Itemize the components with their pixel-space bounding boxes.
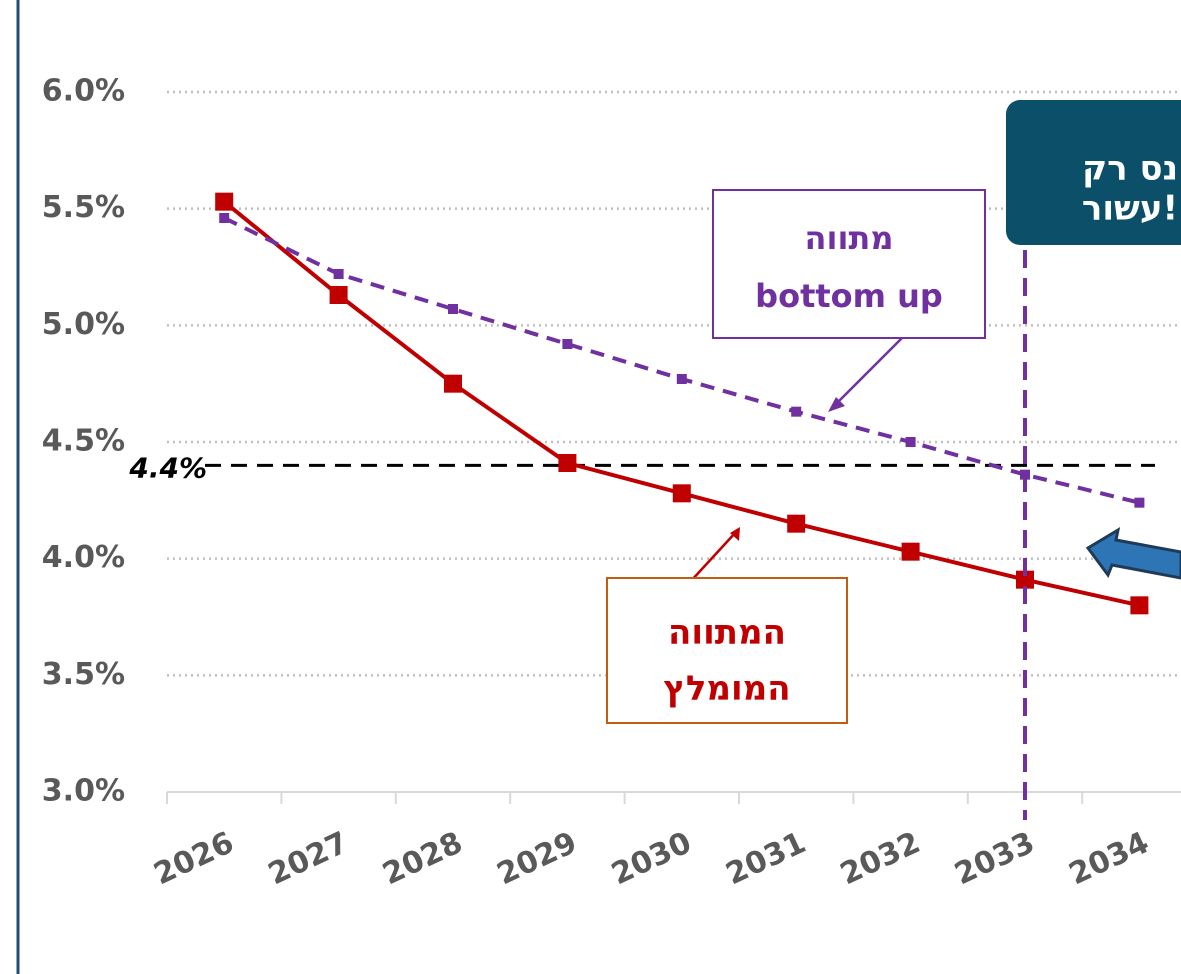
- callout-text: נס רק: [1082, 149, 1178, 189]
- series-marker: [672, 484, 691, 503]
- series-marker: [444, 374, 462, 393]
- series-marker: [333, 269, 344, 279]
- x-tick-label: 2026: [149, 825, 239, 892]
- big-arrow: [1085, 526, 1181, 580]
- series-label: המתווה: [668, 613, 786, 653]
- series-label: מתווה: [805, 219, 894, 257]
- series-marker: [1130, 596, 1149, 615]
- x-tick-label: 2033: [950, 825, 1040, 892]
- series-marker: [791, 406, 802, 417]
- series-line: [222, 200, 1140, 608]
- series-marker: [1134, 497, 1145, 508]
- y-tick-label: 6.0%: [42, 74, 125, 109]
- series-marker: [787, 514, 806, 533]
- x-tick-label: 2031: [721, 825, 811, 892]
- y-tick-label: 5.5%: [42, 190, 125, 225]
- pointer-arrow-head: [828, 397, 845, 412]
- annotation-box: [712, 189, 986, 339]
- callout-text: עשור!: [1082, 189, 1178, 229]
- series-marker: [215, 192, 234, 211]
- series-marker: [558, 454, 577, 472]
- series-marker: [562, 339, 573, 349]
- reference-label: 4.4%: [128, 451, 207, 484]
- y-tick-label: 5.0%: [42, 307, 125, 342]
- grid: [167, 90, 1181, 677]
- x-tick-label: 2030: [606, 825, 696, 892]
- x-tick-label: 2029: [492, 825, 582, 892]
- y-tick-label: 4.0%: [42, 540, 125, 575]
- y-tick-label: 3.0%: [42, 774, 125, 809]
- series-marker: [329, 286, 348, 304]
- series-marker: [676, 374, 687, 384]
- series-marker: [448, 304, 458, 314]
- x-tick-label: 2034: [1064, 825, 1154, 892]
- y-tick-label: 4.5%: [42, 424, 125, 459]
- series-marker: [905, 437, 916, 447]
- x-tick-label: 2032: [835, 825, 925, 892]
- callout-box: [1006, 100, 1181, 245]
- x-tick-label: 2028: [378, 825, 468, 892]
- pointer-arrow-head: [730, 527, 740, 541]
- series-marker: [219, 213, 230, 223]
- series-line: [223, 216, 1140, 505]
- x-tick-label: 2027: [263, 825, 353, 892]
- pointer-arrow: [689, 531, 737, 583]
- annotation-box: [606, 577, 848, 724]
- pointer-arrow: [831, 334, 906, 409]
- y-tick-label: 3.5%: [42, 657, 125, 692]
- series-label: bottom up: [755, 277, 943, 315]
- series-marker: [901, 542, 920, 561]
- series-label: המומלץ: [663, 669, 790, 709]
- series-marker: [1016, 570, 1034, 589]
